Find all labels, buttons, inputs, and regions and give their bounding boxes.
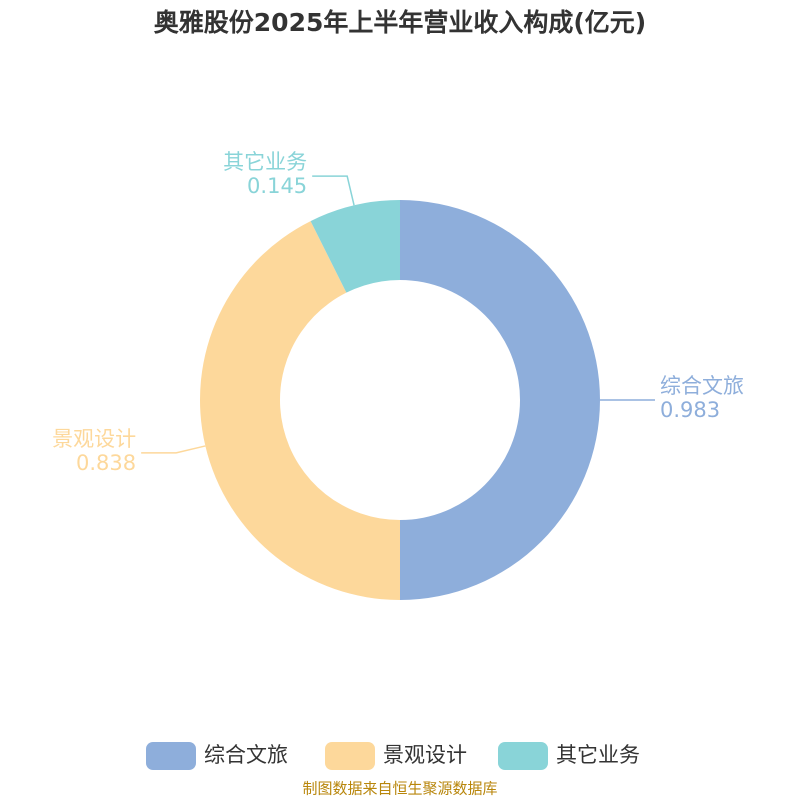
legend-label: 综合文旅 bbox=[204, 743, 288, 767]
slice-value: 0.145 bbox=[247, 174, 307, 198]
slice-label: 其它业务 bbox=[223, 150, 307, 174]
slice-label: 景观设计 bbox=[52, 427, 136, 451]
donut-slice bbox=[310, 200, 400, 293]
source-note: 制图数据来自恒生聚源数据库 bbox=[302, 780, 497, 798]
legend-swatch bbox=[325, 742, 375, 770]
donut-slice bbox=[199, 221, 400, 601]
legend-label: 景观设计 bbox=[383, 743, 467, 767]
slice-value: 0.838 bbox=[76, 451, 136, 475]
slice-label: 综合文旅 bbox=[660, 374, 744, 398]
label-line bbox=[141, 445, 206, 454]
legend-swatch bbox=[498, 742, 548, 770]
legend-swatch bbox=[146, 742, 196, 770]
chart-title: 奥雅股份2025年上半年营业收入构成(亿元) bbox=[154, 8, 646, 37]
donut-slice bbox=[400, 200, 600, 600]
slice-value: 0.983 bbox=[660, 398, 720, 422]
label-line bbox=[312, 175, 355, 206]
legend-label: 其它业务 bbox=[556, 743, 640, 767]
